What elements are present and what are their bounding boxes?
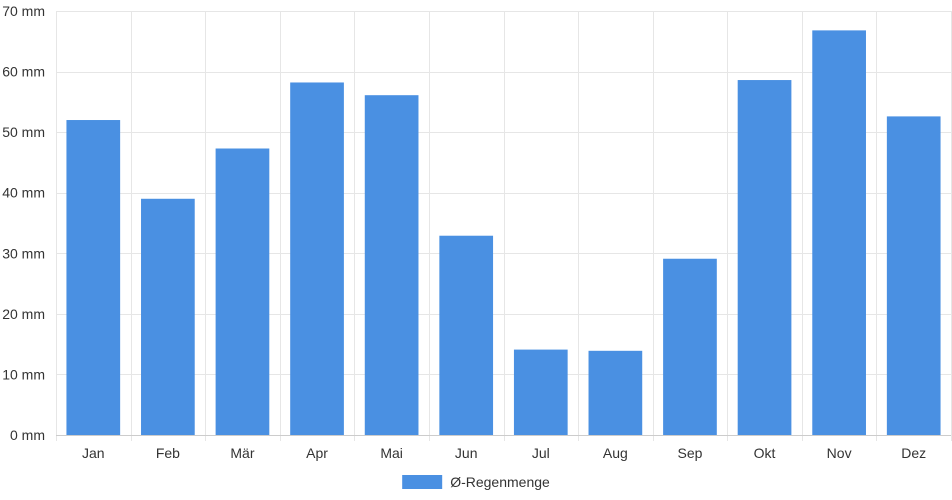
x-tick-label: Apr	[306, 445, 328, 461]
bar-jan[interactable]	[66, 120, 121, 436]
legend-label[interactable]: Ø-Regenmenge	[450, 474, 550, 490]
x-tick-label: Jun	[455, 445, 478, 461]
bar-okt[interactable]	[737, 80, 792, 436]
bar-nov[interactable]	[812, 30, 866, 436]
x-tick-label: Jan	[82, 445, 105, 461]
y-tick-label: 10 mm	[2, 366, 45, 382]
bar-feb[interactable]	[141, 198, 195, 435]
x-tick-label: Jul	[532, 445, 550, 461]
x-tick-label: Nov	[827, 445, 852, 461]
y-tick-label: 0 mm	[10, 427, 45, 443]
grid-lines	[56, 11, 952, 441]
legend[interactable]: Ø-Regenmenge	[402, 474, 550, 490]
bar-jul[interactable]	[513, 349, 568, 435]
bar-dez[interactable]	[886, 116, 941, 435]
x-tick-label: Dez	[901, 445, 926, 461]
x-tick-label: Aug	[603, 445, 628, 461]
y-tick-label: 60 mm	[2, 64, 45, 80]
x-tick-label: Sep	[677, 445, 702, 461]
bar-mai[interactable]	[364, 95, 419, 436]
y-tick-label: 30 mm	[2, 245, 45, 261]
x-tick-label: Mai	[380, 445, 403, 461]
y-tick-label: 50 mm	[2, 124, 45, 140]
y-tick-label: 70 mm	[2, 3, 45, 19]
x-tick-label: Mär	[230, 445, 254, 461]
bar-aug[interactable]	[588, 350, 643, 435]
x-tick-label: Feb	[156, 445, 180, 461]
y-tick-labels: 0 mm 10 mm 20 mm 30 mm 40 mm 50 mm 60 mm 70 mm	[2, 3, 45, 443]
bar-mär[interactable]	[215, 148, 270, 436]
bars	[66, 30, 941, 436]
legend-swatch[interactable]	[402, 475, 443, 489]
bar-apr[interactable]	[290, 82, 344, 435]
x-tick-labels: Jan Feb Mär Apr Mai Jun Jul Aug Sep Okt Nov Dez	[82, 445, 926, 461]
x-tick-label: Okt	[754, 445, 776, 461]
bar-jun[interactable]	[439, 235, 494, 435]
y-tick-label: 40 mm	[2, 185, 45, 201]
y-tick-label: 20 mm	[2, 306, 45, 322]
bar-sep[interactable]	[663, 258, 717, 435]
